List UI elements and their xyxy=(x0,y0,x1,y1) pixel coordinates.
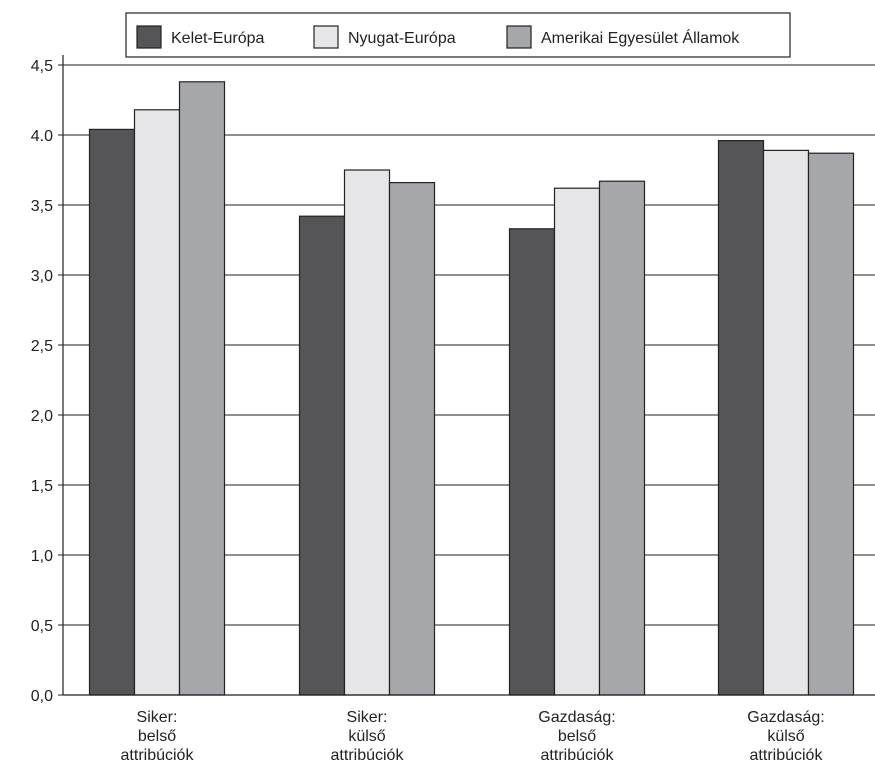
axes xyxy=(62,55,875,696)
y-tick-label: 1,0 xyxy=(31,548,53,565)
category-label: Siker: xyxy=(347,709,388,726)
category-label: attribúciók xyxy=(541,747,615,764)
y-tick-labels: 0,0 0,5 1,0 1,5 2,0 2,5 3,0 3,5 4.0 4,5 xyxy=(31,58,53,705)
y-tick-label: 4,5 xyxy=(31,58,53,75)
y-tick-label: 2,5 xyxy=(31,338,53,355)
category-label: attribúciók xyxy=(331,747,405,764)
y-tick-label: 3,5 xyxy=(31,198,53,215)
bar xyxy=(388,182,436,696)
category-label: belső xyxy=(558,728,596,745)
y-tick-label: 0,5 xyxy=(31,618,53,635)
legend-swatch xyxy=(506,25,532,49)
category-label: Gazdaság: xyxy=(538,709,615,726)
bar xyxy=(717,140,765,696)
bar xyxy=(553,187,601,696)
bar xyxy=(508,228,556,696)
category-labels: Siker: belső attribúciók Siker: külső attribú… xyxy=(121,709,825,764)
category-label: külső xyxy=(767,728,804,745)
bar xyxy=(88,128,136,696)
y-tick-label: 2,0 xyxy=(31,408,53,425)
bar xyxy=(178,81,226,696)
y-tick-label: 1,5 xyxy=(31,478,53,495)
legend-swatch xyxy=(313,25,339,49)
bar xyxy=(343,169,391,696)
bar xyxy=(133,109,181,696)
legend-swatch xyxy=(136,25,162,49)
bars xyxy=(88,81,855,696)
category-label: attribúciók xyxy=(121,747,195,764)
y-tick-label: 3,0 xyxy=(31,268,53,285)
category-label: külső xyxy=(348,728,385,745)
y-tick-label: 4.0 xyxy=(31,128,53,145)
category-label: attribúciók xyxy=(750,747,824,764)
bar xyxy=(298,215,346,696)
legend: Kelet-Európa Nyugat-Európa Amerikai Egyesü… xyxy=(125,12,791,58)
bar xyxy=(598,180,646,696)
category-label: Gazdaság: xyxy=(747,709,824,726)
legend-label: Nyugat-Európa xyxy=(348,30,456,47)
category-label: belső xyxy=(138,728,176,745)
bar xyxy=(807,152,855,696)
legend-label: Amerikai Egyesület Államok xyxy=(541,28,740,47)
legend-label: Kelet-Európa xyxy=(171,30,264,47)
legend-box xyxy=(125,12,791,58)
bar xyxy=(762,149,810,696)
category-label: Siker: xyxy=(137,709,178,726)
y-tick-label: 0,0 xyxy=(31,688,53,705)
